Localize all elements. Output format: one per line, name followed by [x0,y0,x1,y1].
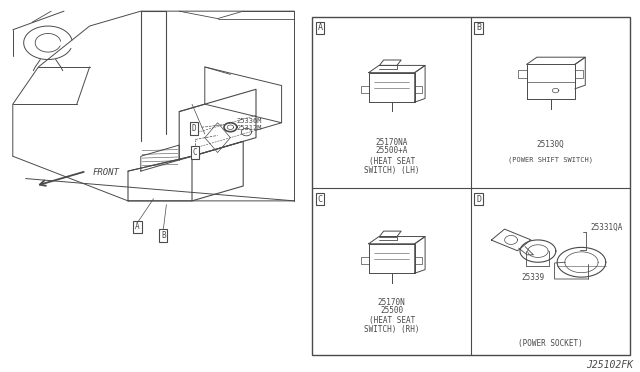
Text: A: A [135,222,140,231]
Text: J25102FK: J25102FK [587,359,634,369]
Text: (HEAT SEAT: (HEAT SEAT [369,316,415,325]
Text: 25339: 25339 [521,273,545,282]
Text: B: B [476,23,481,32]
Text: 25130Q: 25130Q [537,140,564,149]
Text: D: D [476,195,481,203]
Text: B: B [161,231,166,240]
Text: 25331QA: 25331QA [590,222,623,231]
Text: SWITCH) (RH): SWITCH) (RH) [364,325,419,334]
Text: 25170N: 25170N [378,298,406,307]
Text: (POWER SOCKET): (POWER SOCKET) [518,339,583,348]
Text: 25170NA: 25170NA [376,138,408,147]
Text: 25336M: 25336M [237,118,262,124]
Text: 25500: 25500 [380,306,403,315]
Text: FRONT: FRONT [93,169,120,177]
Text: C: C [317,195,323,203]
Text: SWITCH) (LH): SWITCH) (LH) [364,166,419,175]
Text: 25500+A: 25500+A [376,146,408,155]
Text: 25312M: 25312M [237,125,262,131]
Text: D: D [191,124,196,133]
Text: A: A [317,23,323,32]
Text: (HEAT SEAT: (HEAT SEAT [369,157,415,166]
Text: C: C [193,148,198,157]
Text: (POWER SHIFT SWITCH): (POWER SHIFT SWITCH) [508,156,593,163]
Bar [312,17,630,355]
